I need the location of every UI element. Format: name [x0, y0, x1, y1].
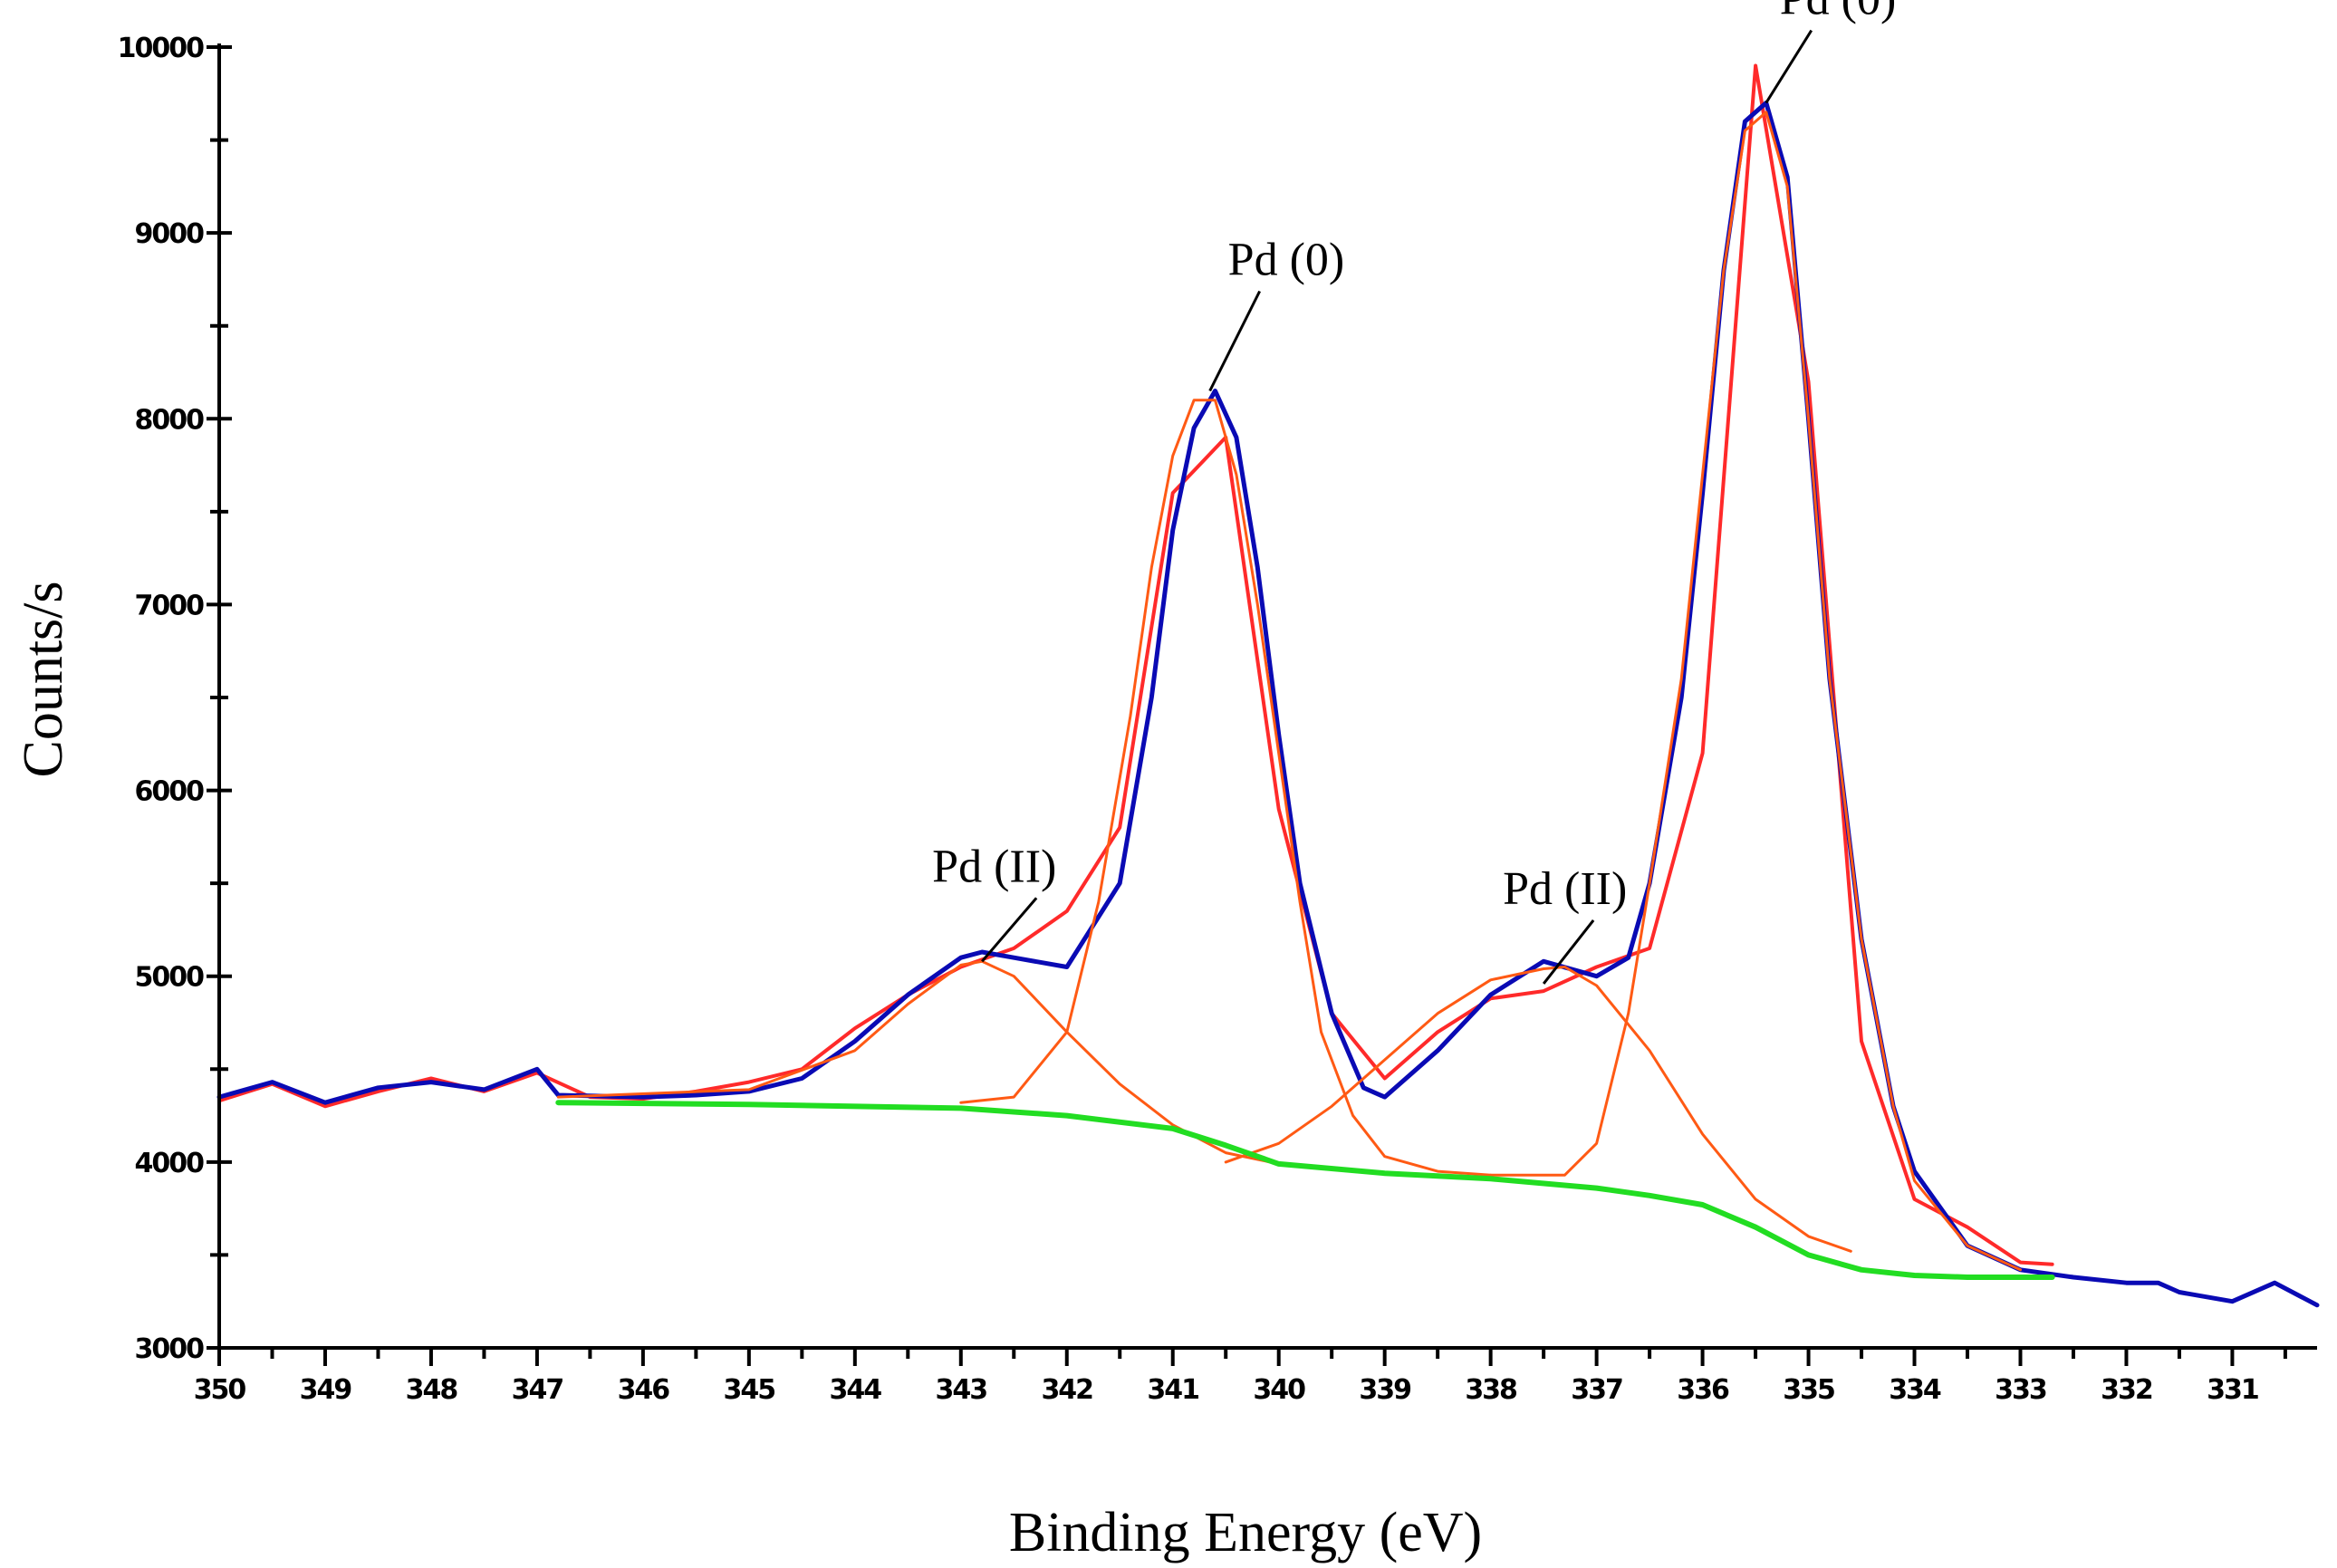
series-line-envelope-fit: [216, 101, 2320, 1308]
x-tick-label: 337: [1571, 1374, 1622, 1406]
x-tick-label: 334: [1889, 1374, 1941, 1406]
x-tick-label: 336: [1677, 1374, 1729, 1406]
y-tick-label: 3000: [135, 1333, 205, 1365]
series-line-background: [555, 1100, 2055, 1280]
x-axis-title: Binding Energy (eV): [1009, 1502, 1482, 1563]
series-line-pd-ii-component-2: [1224, 966, 1852, 1253]
y-tick-label: 10000: [118, 33, 204, 64]
series-line-pd-0-component-2: [1489, 111, 2022, 1272]
x-tick-label: 344: [830, 1374, 882, 1406]
annotation-label: Pd (0): [1228, 235, 1345, 286]
annotation-leader-line: [1208, 290, 1262, 392]
x-tick-label: 343: [935, 1374, 986, 1406]
annotation-leader-line: [1765, 29, 1813, 104]
annotation-leader-line: [981, 897, 1038, 963]
x-tick-label: 341: [1147, 1374, 1198, 1406]
x-tick-label: 348: [406, 1374, 458, 1406]
y-tick-label: 8000: [135, 404, 205, 436]
x-tick-label: 335: [1783, 1374, 1834, 1406]
annotation-label: Pd (0): [1780, 0, 1897, 25]
x-tick-label: 347: [512, 1374, 563, 1406]
x-tick-label: 338: [1465, 1374, 1517, 1406]
x-tick-label: 331: [2207, 1374, 2258, 1406]
x-tick-label: 350: [194, 1374, 246, 1406]
y-tick-label: 5000: [135, 962, 205, 994]
series-line-raw-data: [217, 63, 2054, 1266]
x-tick-label: 346: [618, 1374, 670, 1406]
y-tick-label: 6000: [135, 776, 205, 808]
x-tick-label: 345: [724, 1374, 775, 1406]
x-tick-label: 349: [300, 1374, 351, 1406]
x-tick-label: 342: [1041, 1374, 1092, 1406]
axes-layer: 3000 4000 5000 6000 7000 8000 9000 10000 350 349 3…: [118, 33, 2317, 1406]
x-tick-label: 332: [2101, 1374, 2152, 1406]
x-tick-label: 340: [1253, 1374, 1305, 1406]
annotation-label: Pd (II): [932, 841, 1056, 892]
annotation-leader-line: [1542, 919, 1595, 985]
series-line-pd-0-component-1: [959, 399, 1493, 1177]
series-layer: [216, 63, 2320, 1308]
annotation-layer: Pd (0) Pd (0) Pd (II) Pd (II): [932, 0, 1897, 985]
x-tick-label: 339: [1359, 1374, 1410, 1406]
annotation-label: Pd (II): [1503, 863, 1627, 915]
y-tick-label: 7000: [135, 590, 205, 621]
y-tick-label: 9000: [135, 218, 205, 250]
x-tick-label: 333: [1995, 1374, 2046, 1406]
y-tick-label: 4000: [135, 1148, 205, 1179]
series-line-pd-ii-component-1: [556, 959, 1387, 1175]
y-axis-title: Counts/s: [13, 581, 74, 777]
